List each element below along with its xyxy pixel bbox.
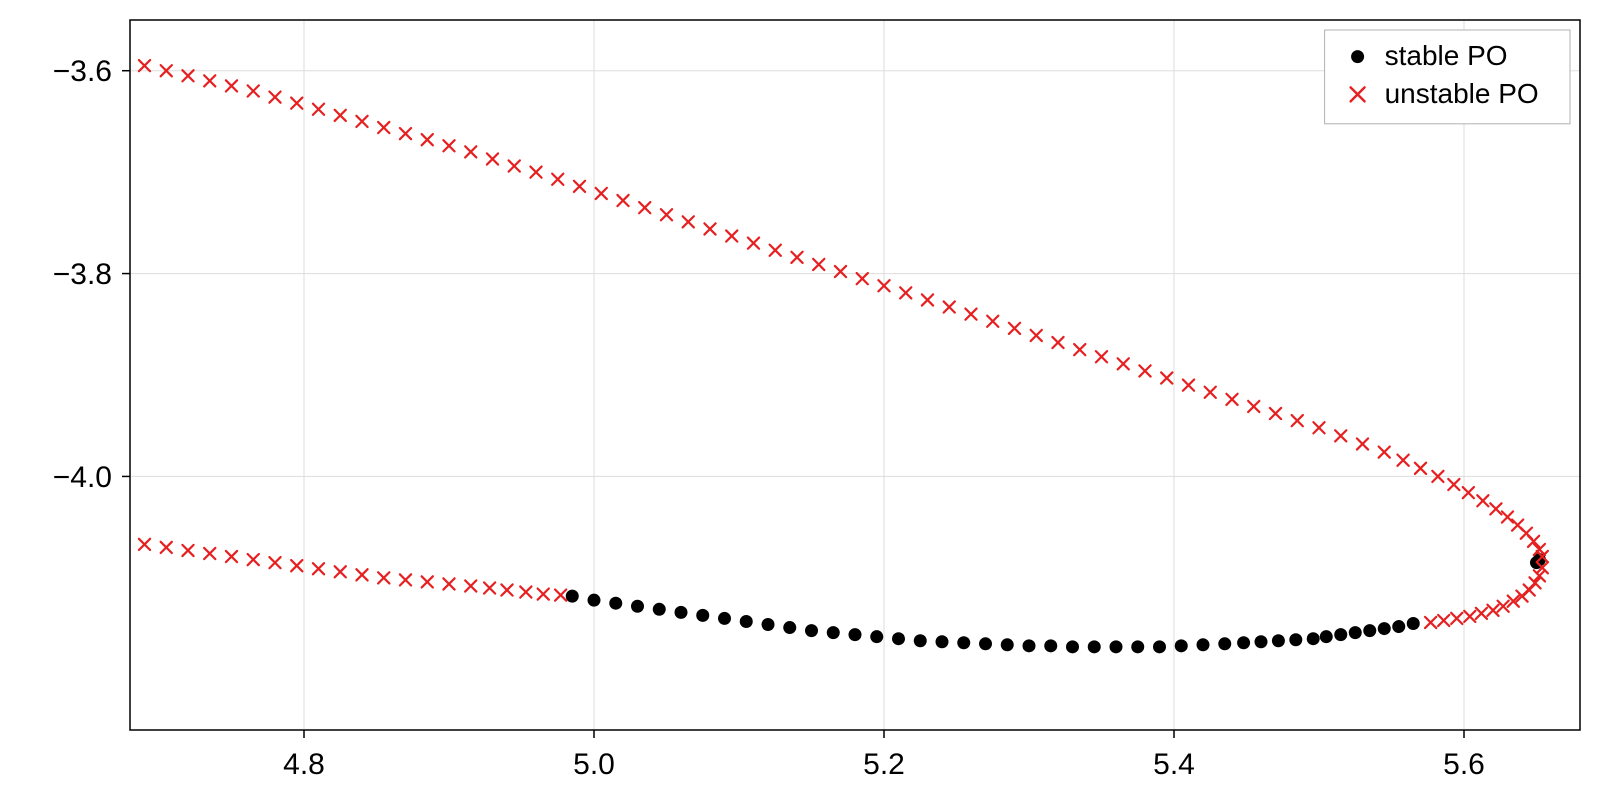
y-tick-label: −3.8	[53, 258, 112, 291]
y-tick-label: −4.0	[53, 461, 112, 494]
x-tick-label: 5.2	[863, 748, 905, 781]
x-tick-label: 4.8	[283, 748, 325, 781]
y-tick-label: −3.6	[53, 55, 112, 88]
chart-root: 4.8 5.0 5.2 5.4 5.6 −4.0 −3.8 −3.6 stable PO unst…	[0, 0, 1600, 800]
legend-label: unstable PO	[1385, 78, 1539, 109]
x-tick-label: 5.0	[573, 748, 615, 781]
x-tick-label: 5.6	[1443, 748, 1485, 781]
legend: stable PO unstable PO	[1325, 30, 1570, 124]
x-tick-label: 5.4	[1153, 748, 1195, 781]
legend-label: stable PO	[1385, 40, 1508, 71]
